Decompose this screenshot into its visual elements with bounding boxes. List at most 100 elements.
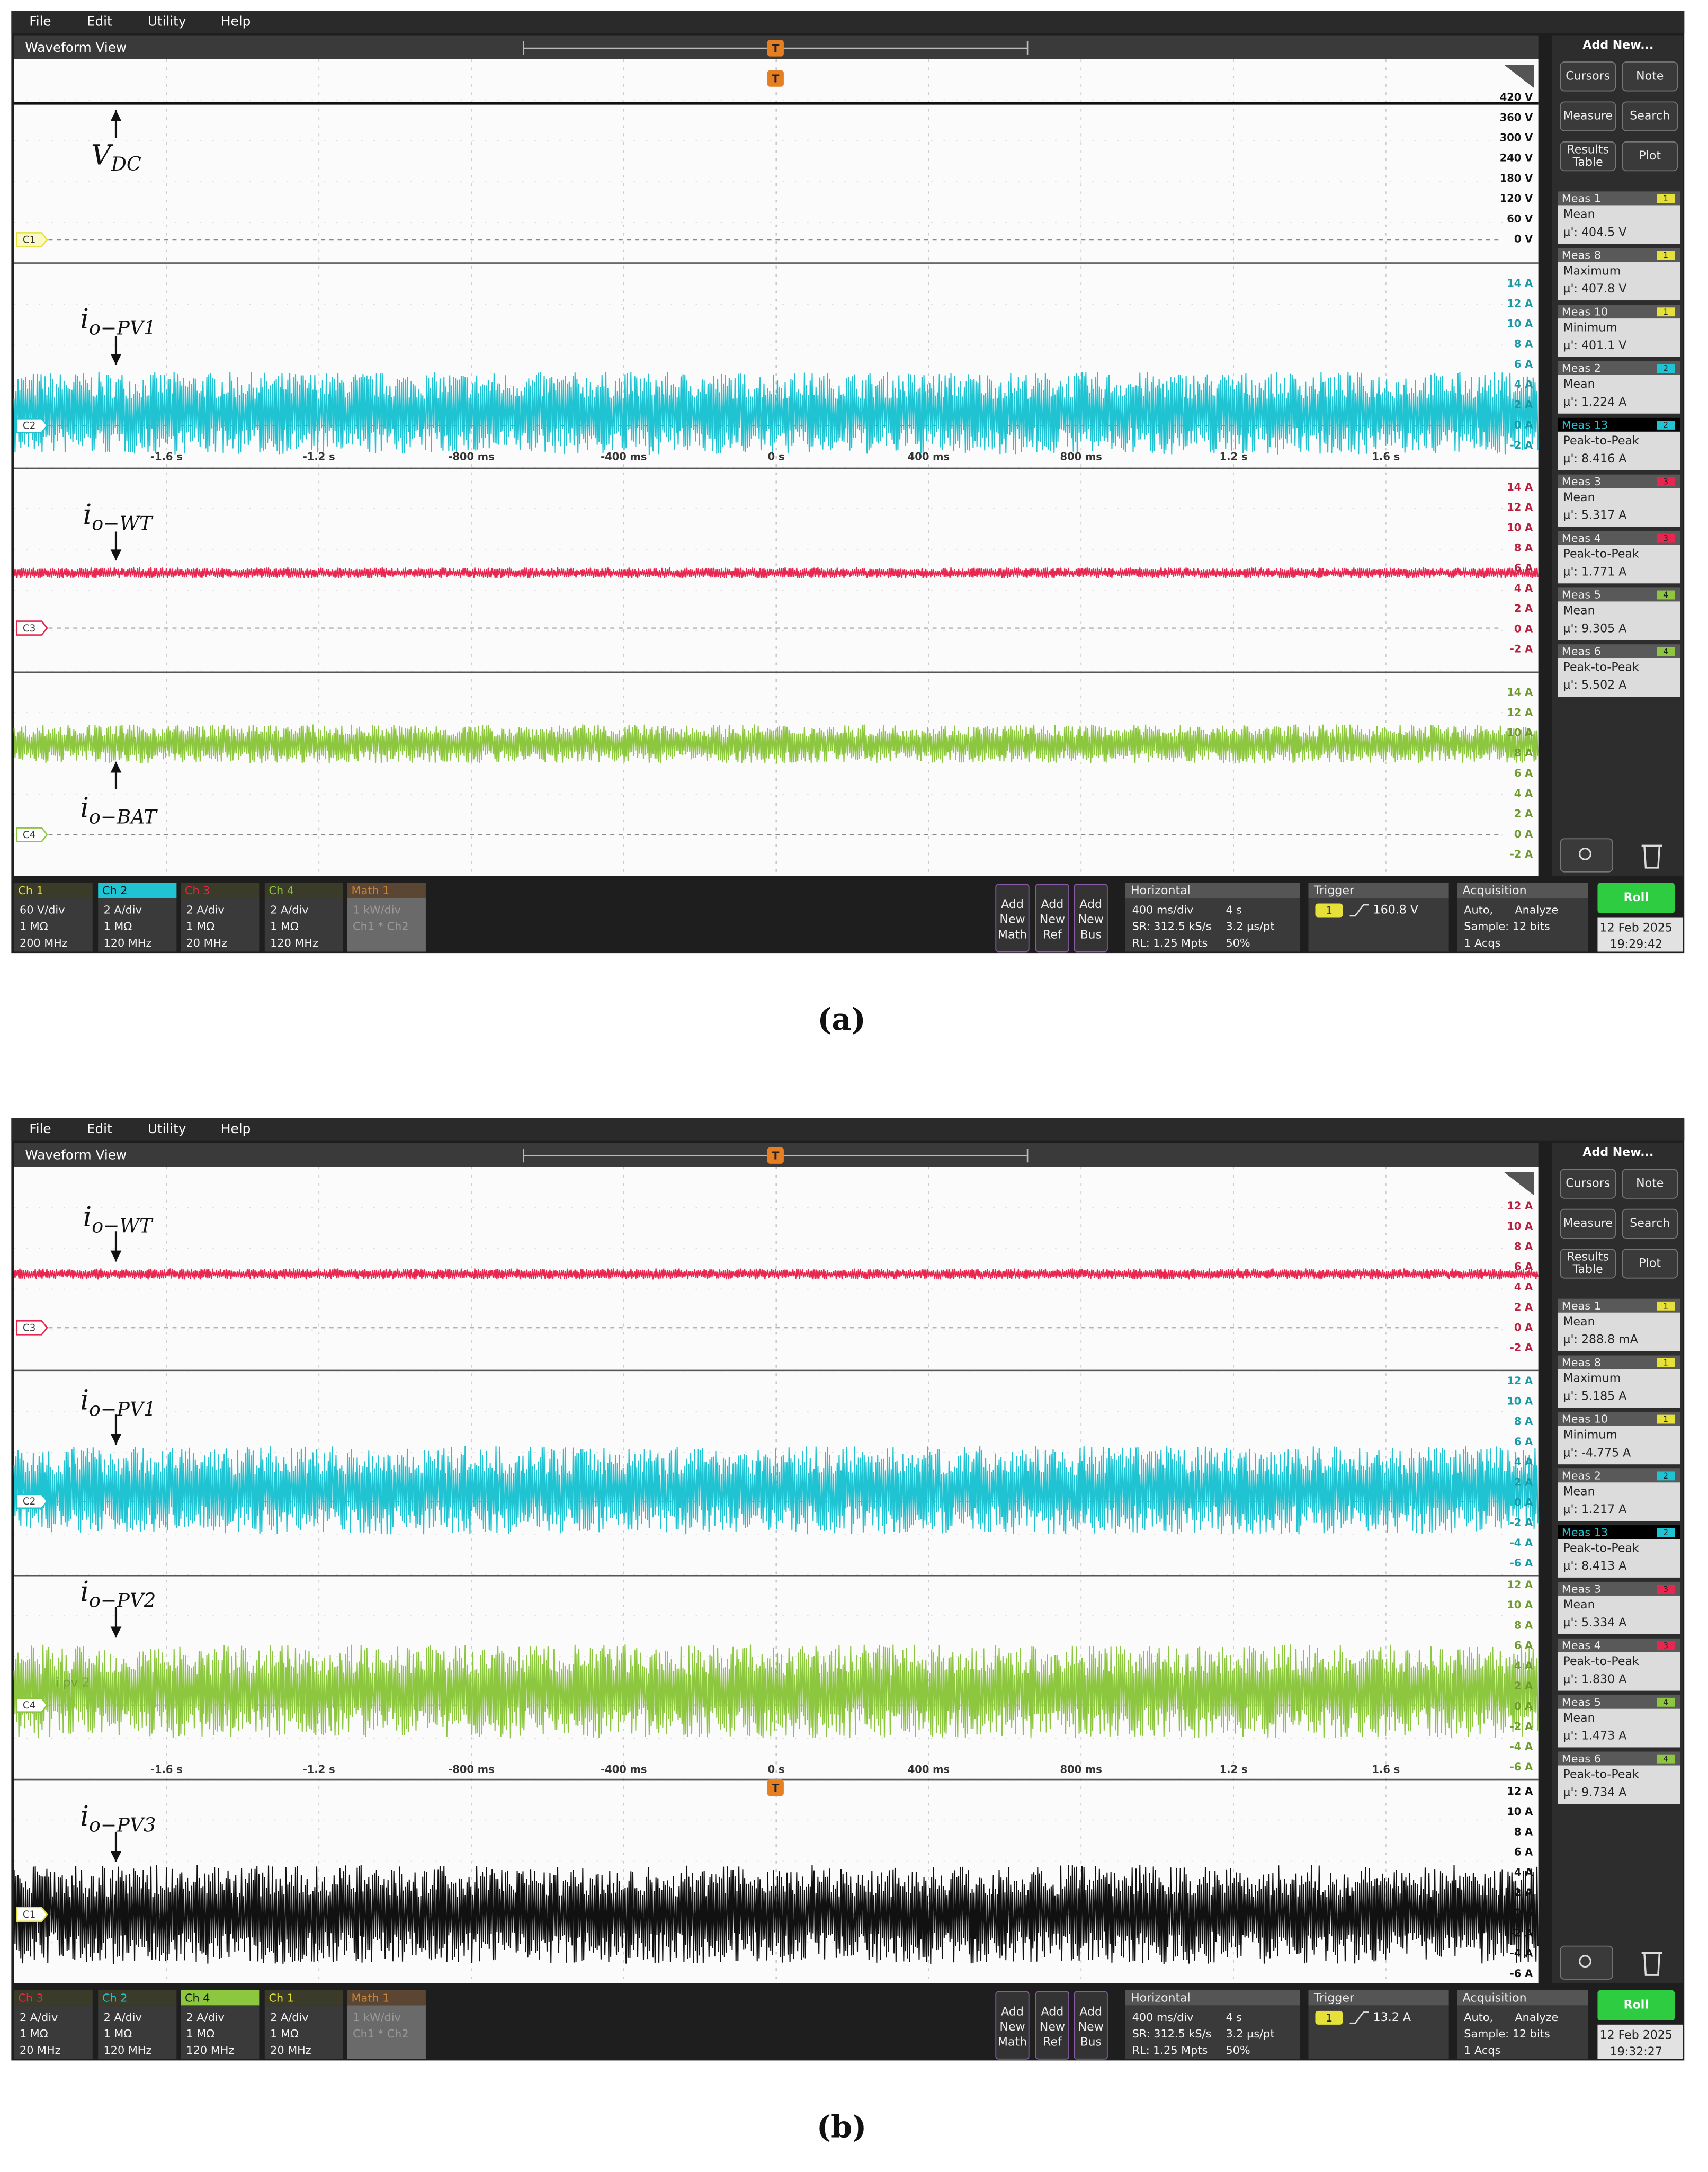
sidebar-button[interactable] [1560, 141, 1616, 172]
channel-box-header[interactable] [264, 883, 343, 898]
status-box-body[interactable] [1125, 898, 1300, 952]
meas-body[interactable] [1558, 545, 1680, 584]
meas-body[interactable] [1558, 1595, 1680, 1634]
sidebar-button[interactable] [1622, 1249, 1678, 1279]
sidebar-button[interactable] [1622, 101, 1678, 131]
channel-box-header[interactable] [181, 883, 260, 898]
meas-body[interactable] [1558, 1482, 1680, 1521]
sidebar-button-label[interactable]: Note [1636, 1177, 1664, 1190]
meas-body[interactable] [1558, 1312, 1680, 1351]
channel-box-body[interactable] [14, 2005, 93, 2059]
menu-item[interactable]: File [29, 14, 51, 29]
add-new-button[interactable] [1035, 884, 1069, 953]
sidebar-button-label[interactable]: Search [1630, 109, 1670, 123]
sidebar-button-label[interactable]: Cursors [1566, 1177, 1610, 1190]
scale-label: -2 A [1510, 1517, 1533, 1529]
add-new-button[interactable] [995, 1991, 1030, 2060]
sidebar-button-label[interactable]: Measure [1563, 109, 1613, 123]
sidebar-button[interactable] [1622, 141, 1678, 172]
meas-body[interactable] [1558, 1539, 1680, 1578]
channel-box-header[interactable] [14, 1990, 93, 2006]
meas-body[interactable] [1558, 1652, 1680, 1691]
meas-body[interactable] [1558, 1708, 1680, 1748]
channel-box-body[interactable] [264, 898, 343, 952]
sidebar-button[interactable] [1622, 61, 1678, 92]
sidebar-button-label[interactable]: Search [1630, 1216, 1670, 1230]
trash-icon[interactable] [1641, 844, 1662, 869]
sidebar-button[interactable] [1622, 1169, 1678, 1199]
slope-icon [1349, 2011, 1369, 2024]
sidebar-button-label[interactable]: Results [1567, 143, 1609, 156]
sidebar-button-label[interactable]: Table [1572, 155, 1603, 169]
channel-box-header[interactable] [181, 1990, 260, 2006]
meas-body[interactable] [1558, 601, 1680, 640]
channel-box-body[interactable] [264, 2005, 343, 2059]
add-new-button[interactable] [1035, 1991, 1069, 2060]
meas-body[interactable] [1558, 318, 1680, 357]
menu-item[interactable]: Help [221, 1121, 251, 1136]
channel-box-body[interactable] [181, 898, 260, 952]
sidebar-button-label[interactable]: Cursors [1566, 69, 1610, 83]
zoom-button[interactable] [1560, 838, 1613, 873]
meas-body[interactable] [1558, 1369, 1680, 1408]
meas-body[interactable] [1558, 431, 1680, 470]
meas-body[interactable] [1558, 375, 1680, 414]
channel-box-body[interactable] [98, 898, 177, 952]
sidebar-button-label[interactable]: Plot [1639, 149, 1661, 163]
meas-body[interactable] [1558, 1426, 1680, 1465]
run-label[interactable]: Roll [1624, 891, 1649, 904]
sidebar-button[interactable] [1560, 101, 1616, 131]
status-box-header [1457, 1990, 1588, 2006]
channel-box-line: 200 MHz [20, 937, 68, 949]
channel-box-body[interactable] [347, 898, 426, 952]
channel-box-body[interactable] [181, 2005, 260, 2059]
scale-label: -2 A [1510, 1927, 1533, 1939]
sidebar-button[interactable] [1560, 1208, 1616, 1239]
add-new-button[interactable] [1074, 1991, 1108, 2060]
menu-item[interactable]: Edit [87, 14, 112, 29]
sidebar-button-label[interactable]: Plot [1639, 1256, 1661, 1270]
channel-box-header[interactable] [14, 883, 93, 898]
run-button[interactable] [1597, 1990, 1675, 2021]
run-label[interactable]: Roll [1624, 1998, 1649, 2011]
channel-box-header[interactable] [98, 1990, 177, 2006]
status-box-body[interactable] [1457, 2005, 1588, 2059]
menu-item[interactable]: File [29, 1121, 51, 1136]
meas-body[interactable] [1558, 205, 1680, 244]
sidebar-button-label[interactable]: Note [1636, 69, 1664, 83]
zoom-button[interactable] [1560, 1945, 1613, 1980]
sidebar-button[interactable] [1560, 1169, 1616, 1199]
channel-box-body[interactable] [14, 898, 93, 952]
scale-label: 4 A [1514, 378, 1533, 390]
add-new-button[interactable] [1074, 884, 1108, 953]
run-button[interactable] [1597, 883, 1675, 913]
channel-box-body[interactable] [98, 2005, 177, 2059]
meas-source: 3 [1663, 533, 1668, 543]
sidebar-button-label[interactable]: Results [1567, 1250, 1609, 1264]
sidebar-button-label[interactable]: Measure [1563, 1216, 1613, 1230]
trace-label: i pv 2 [56, 1675, 90, 1690]
sidebar-button[interactable] [1622, 1208, 1678, 1239]
add-new-button[interactable] [995, 884, 1030, 953]
status-box-title: Trigger [1313, 884, 1355, 897]
meas-body[interactable] [1558, 262, 1680, 301]
sidebar-button-label[interactable]: Table [1572, 1262, 1603, 1276]
sidebar-button[interactable] [1560, 61, 1616, 92]
channel-box-body[interactable] [347, 2005, 426, 2059]
scale-label: 2 A [1514, 1301, 1533, 1313]
channel-box-header[interactable] [347, 883, 426, 898]
menu-item[interactable]: Help [221, 14, 251, 29]
status-box-body[interactable] [1457, 898, 1588, 952]
channel-box-header[interactable] [98, 883, 177, 898]
menu-item[interactable]: Utility [148, 14, 186, 29]
meas-body[interactable] [1558, 658, 1680, 697]
menu-item[interactable]: Utility [148, 1121, 186, 1136]
channel-box-header[interactable] [347, 1990, 426, 2006]
menu-item[interactable]: Edit [87, 1121, 112, 1136]
trash-icon[interactable] [1641, 1952, 1662, 1976]
sidebar-button[interactable] [1560, 1249, 1616, 1279]
meas-body[interactable] [1558, 488, 1680, 527]
meas-body[interactable] [1558, 1765, 1680, 1804]
channel-box-header[interactable] [264, 1990, 343, 2006]
status-box-body[interactable] [1125, 2005, 1300, 2059]
